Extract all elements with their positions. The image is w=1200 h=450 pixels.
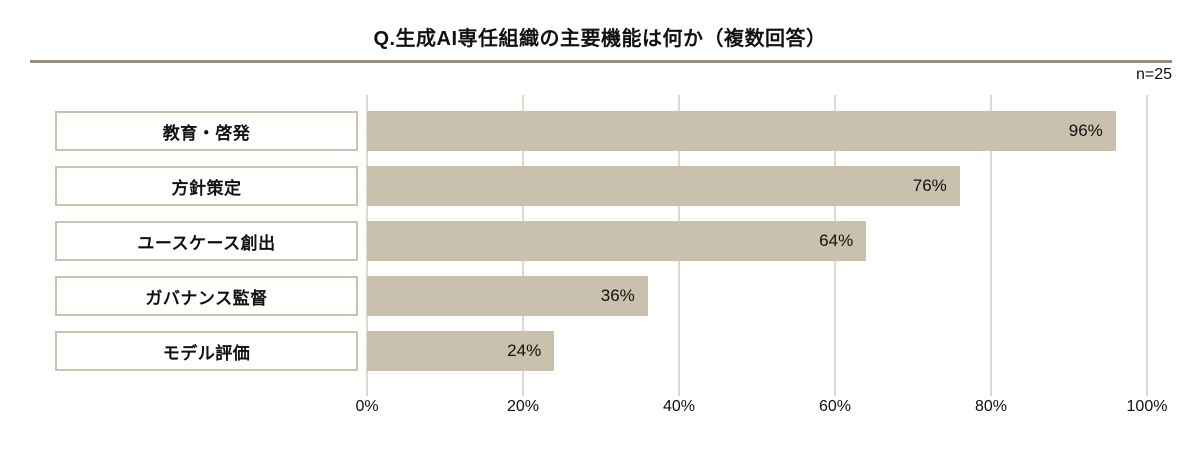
bar-value-label: 96% — [1068, 121, 1103, 140]
sample-size-label: n=25 — [1135, 66, 1172, 83]
bar: 76% — [367, 166, 960, 206]
bar-value-label: 64% — [819, 231, 854, 250]
x-axis-tick-label: 0% — [355, 398, 379, 415]
bar-value-label: 36% — [600, 286, 635, 305]
x-axis-tick-label: 40% — [662, 398, 696, 415]
bar: 36% — [367, 276, 648, 316]
x-axis-tick — [834, 390, 836, 396]
x-axis-tick — [522, 390, 524, 396]
category-label-box: モデル評価 — [55, 331, 358, 371]
x-axis-tick-label: 60% — [818, 398, 852, 415]
category-label-box: 教育・啓発 — [55, 111, 358, 151]
x-axis-tick — [990, 390, 992, 396]
bar-value-label: 24% — [507, 341, 542, 360]
x-axis-tick-label: 20% — [506, 398, 540, 415]
category-label: ガバナンス監督 — [145, 288, 268, 308]
bar-value-label: 76% — [912, 176, 947, 195]
category-label-box: ガバナンス監督 — [55, 276, 358, 316]
chart-title: Q.生成AI専任組織の主要機能は何か（複数回答） — [373, 28, 827, 50]
x-gridline — [1146, 95, 1148, 390]
x-axis-tick — [366, 390, 368, 396]
x-axis-tick — [678, 390, 680, 396]
category-label: モデル評価 — [162, 343, 251, 363]
bar: 96% — [367, 111, 1116, 151]
x-axis-tick — [1146, 390, 1148, 396]
category-label: 方針策定 — [171, 178, 242, 198]
title-divider — [30, 60, 1172, 63]
category-label-box: 方針策定 — [55, 166, 358, 206]
category-label-box: ユースケース創出 — [55, 221, 358, 261]
category-label: ユースケース創出 — [137, 233, 276, 253]
x-gridline — [990, 95, 992, 390]
category-label: 教育・啓発 — [162, 123, 251, 143]
bar: 64% — [367, 221, 867, 261]
x-axis-tick-label: 80% — [974, 398, 1008, 415]
x-axis-tick-label: 100% — [1126, 398, 1168, 415]
bar: 24% — [367, 331, 555, 371]
